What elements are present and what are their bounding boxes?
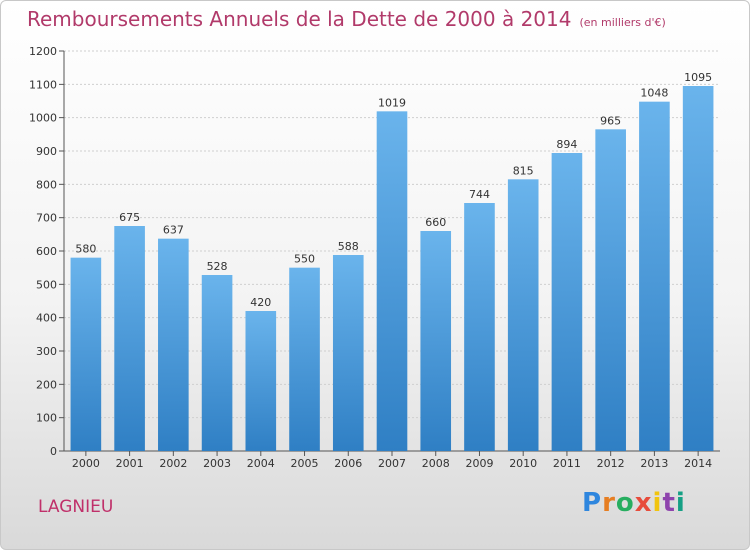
location-label: LAGNIEU: [38, 497, 114, 517]
x-tick-label: 2007: [378, 457, 406, 470]
bar-2007[interactable]: [376, 111, 408, 451]
bar-value-label: 1019: [378, 96, 406, 109]
x-tick-label: 2008: [422, 457, 450, 470]
x-tick-label: 2011: [553, 457, 581, 470]
logo-letter: r: [602, 488, 616, 518]
bar-2006[interactable]: [332, 255, 364, 451]
logo-letter: i: [652, 488, 663, 518]
chart-title-text: Remboursements Annuels de la Dette de 20…: [27, 7, 572, 31]
logo-letter: o: [615, 488, 635, 518]
y-tick-label: 1000: [29, 112, 57, 125]
bar-2009[interactable]: [464, 203, 495, 451]
logo-letter: i: [675, 488, 686, 518]
y-tick-label: 800: [36, 178, 57, 191]
bar-value-label: 588: [338, 240, 359, 253]
x-tick-label: 2006: [334, 457, 362, 470]
y-tick-label: 700: [36, 212, 57, 225]
x-tick-label: 2014: [684, 457, 712, 470]
x-tick-label: 2003: [203, 457, 231, 470]
logo-letter: t: [662, 488, 676, 518]
bar-value-label: 1048: [640, 87, 668, 100]
bar-value-label: 580: [75, 243, 96, 256]
axis-layer: 0 100 200 300 400 500 600 700 800 900 1000 1100 1200…: [29, 45, 720, 470]
bar-2002[interactable]: [158, 238, 189, 451]
x-tick-label: 2004: [247, 457, 275, 470]
bar-value-label: 744: [469, 188, 490, 201]
y-tick-label: 100: [36, 412, 57, 425]
chart-title: Remboursements Annuels de la Dette de 20…: [27, 7, 666, 31]
bar-2001[interactable]: [114, 226, 145, 451]
x-tick-label: 2012: [597, 457, 625, 470]
bar-value-label: 894: [556, 138, 577, 151]
y-tick-label: 400: [36, 312, 57, 325]
bar-2014[interactable]: [682, 86, 714, 451]
x-tick-label: 2009: [465, 457, 493, 470]
bar-value-label: 528: [207, 260, 228, 273]
bar-value-label: 815: [513, 164, 534, 177]
logo-letter: P: [582, 488, 603, 518]
bar-2012[interactable]: [595, 129, 626, 452]
y-tick-label: 1100: [29, 78, 57, 91]
bar-value-label: 675: [119, 211, 140, 224]
bar-2013[interactable]: [639, 101, 670, 452]
y-tick-label: 600: [36, 245, 57, 258]
x-tick-label: 2010: [509, 457, 537, 470]
x-tick-label: 2001: [116, 457, 144, 470]
y-tick-label: 900: [36, 145, 57, 158]
proxiti-logo[interactable]: Proxiti: [582, 488, 686, 518]
y-tick-label: 300: [36, 345, 57, 358]
bar-2010[interactable]: [507, 179, 539, 452]
y-tick-label: 500: [36, 278, 57, 291]
bar-value-label: 420: [250, 296, 271, 309]
bar-2003[interactable]: [201, 275, 233, 451]
x-tick-label: 2000: [72, 457, 100, 470]
bar-2011[interactable]: [551, 153, 583, 451]
x-tick-label: 2002: [159, 457, 187, 470]
bar-value-label: 637: [163, 224, 184, 237]
bar-value-label: 660: [425, 216, 446, 229]
chart-subtitle: (en milliers d'€): [579, 16, 666, 29]
bar-2005[interactable]: [289, 267, 320, 451]
y-tick-label: 200: [36, 378, 57, 391]
bar-2000[interactable]: [70, 257, 102, 451]
bar-value-label: 1095: [684, 71, 712, 84]
bar-value-label: 550: [294, 253, 315, 266]
bar-layer: 580 675 637 528 420 550 588 1019 660 744 815 894 965…: [70, 71, 714, 452]
bar-2004[interactable]: [245, 311, 277, 451]
bar-2008[interactable]: [420, 231, 452, 451]
x-tick-label: 2005: [291, 457, 319, 470]
x-tick-label: 2013: [640, 457, 668, 470]
logo-letter: x: [634, 488, 653, 518]
proxiti-logo-text: Proxiti: [582, 488, 686, 518]
y-tick-label: 0: [50, 445, 57, 458]
y-tick-label: 1200: [29, 45, 57, 58]
bar-value-label: 965: [600, 114, 621, 127]
